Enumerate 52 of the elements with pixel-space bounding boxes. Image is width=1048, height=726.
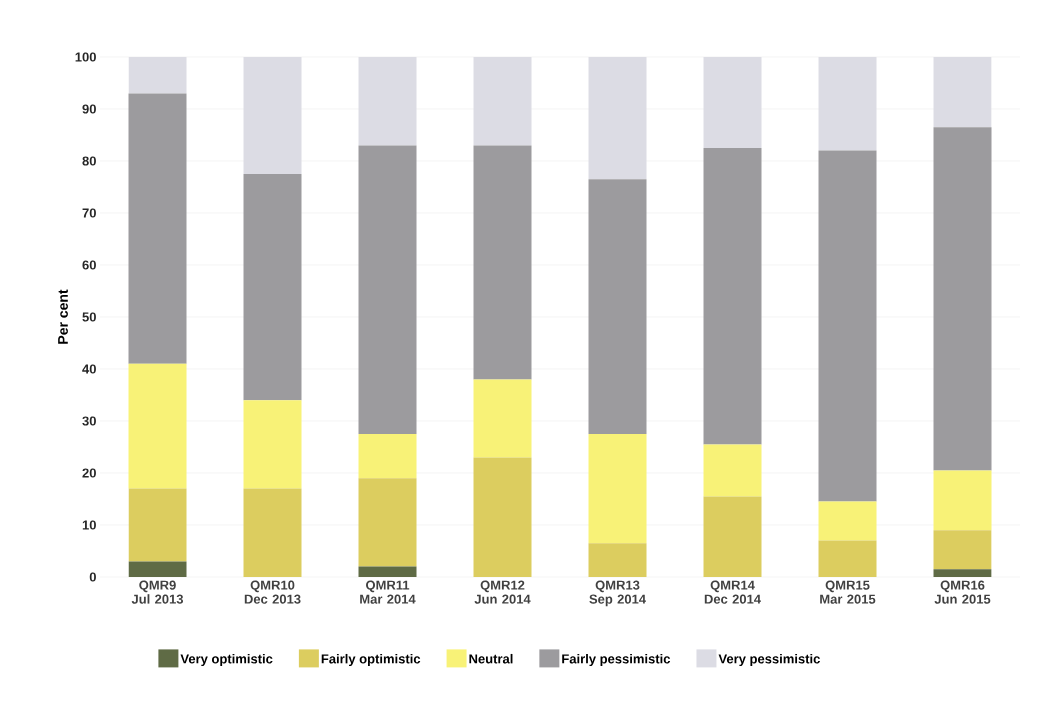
legend-label: Fairly optimistic: [321, 653, 421, 667]
bar: [473, 379, 532, 458]
bar: [243, 400, 302, 489]
x-tick-label: QMR16 Jun 2015: [934, 580, 991, 604]
bar: [703, 148, 762, 445]
bar: [933, 127, 992, 471]
y-tick-label: 70: [82, 208, 96, 218]
y-tick-label: 40: [82, 364, 96, 374]
x-tick-label: QMR13 Sep 2014: [589, 580, 646, 607]
bar: [473, 145, 532, 380]
bar: [358, 566, 417, 577]
bar: [703, 444, 762, 497]
legend-label: Very optimistic: [180, 653, 273, 667]
y-axis-title: Per cent: [58, 289, 68, 344]
bar: [818, 150, 877, 502]
bar: [818, 540, 877, 577]
bar: [933, 569, 992, 577]
y-tick-label: 30: [82, 416, 96, 426]
legend-label: Neutral: [469, 653, 513, 664]
x-tick-label: QMR12 Jun 2014: [474, 580, 531, 604]
bar: [243, 174, 302, 401]
x-tick-label: QMR11 Mar 2014: [360, 580, 416, 604]
y-tick-label: 60: [82, 260, 96, 270]
bar: [933, 470, 992, 531]
y-tick-label: 50: [82, 312, 96, 322]
x-tick-label: QMR10 Dec 2013: [244, 580, 301, 604]
bar: [358, 145, 417, 434]
bar: [703, 496, 762, 577]
bar: [358, 434, 417, 479]
bar: [588, 179, 647, 434]
bar: [128, 93, 187, 364]
y-tick-label: 0: [89, 572, 96, 582]
y-tick-label: 10: [82, 520, 96, 530]
bar: [128, 561, 187, 577]
y-tick-label: 90: [82, 104, 96, 114]
bar: [128, 488, 187, 562]
y-tick-label: 20: [82, 468, 96, 478]
bar: [358, 478, 417, 567]
bar: [818, 501, 877, 541]
x-tick-label: QMR15 Mar 2015: [820, 580, 876, 604]
legend-label: Fairly pessimistic: [562, 653, 671, 667]
legend-label: Very pessimistic: [718, 653, 820, 667]
x-tick-label: QMR9 Jul 2013: [131, 580, 184, 604]
bar: [473, 457, 532, 577]
bar: [243, 488, 302, 577]
x-tick-label: QMR14 Dec 2014: [704, 580, 761, 604]
bar: [588, 543, 647, 577]
bar: [128, 363, 187, 489]
y-tick-label: 80: [82, 156, 96, 166]
y-tick-label: 100: [75, 52, 96, 62]
bar: [933, 530, 992, 570]
bar: [588, 434, 647, 544]
